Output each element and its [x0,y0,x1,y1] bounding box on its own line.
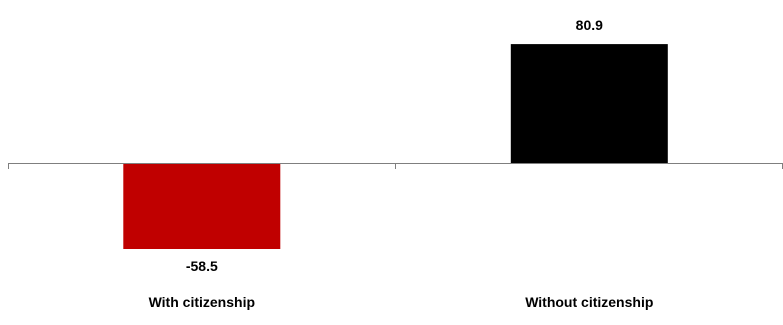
category-label-1: Without citizenship [525,294,653,310]
data-label-1: 80.9 [576,17,603,33]
category-label-0: With citizenship [149,294,255,310]
data-label-0: -58.5 [186,258,218,274]
bars-group [123,44,668,249]
category-labels-group: With citizenship Without citizenship [149,294,654,310]
data-labels-group: -58.5 80.9 [186,17,603,274]
bar-1 [510,44,668,163]
bar-0 [123,163,281,249]
